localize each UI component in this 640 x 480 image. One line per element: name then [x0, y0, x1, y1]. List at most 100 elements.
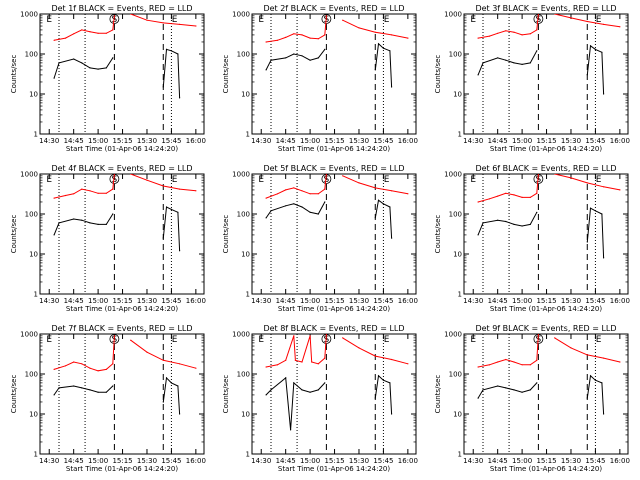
x-tick-label: 14:30 [39, 457, 59, 465]
lld-line-point [113, 174, 115, 175]
lld-line-point [293, 33, 295, 35]
x-tick-label: 15:45 [373, 137, 393, 145]
y-tick-label: 1000 [20, 331, 38, 339]
lld-line-after-point [342, 19, 344, 21]
y-tick-label: 1 [34, 291, 38, 299]
lld-line-after-point [195, 190, 197, 192]
events-line-after-point [389, 382, 391, 384]
lld-line-point [276, 39, 279, 41]
lld-line-point [53, 197, 55, 199]
panel-title: Det 2f BLACK = Events, RED = LLD [263, 4, 404, 13]
lld-line [478, 14, 539, 39]
events-line-point [112, 385, 114, 387]
events-line-point [97, 68, 99, 70]
y-tick-label: 1 [458, 131, 462, 139]
lld-line-after-point [619, 189, 621, 191]
x-tick-label: 15:30 [137, 297, 157, 305]
events-line-after-point [382, 379, 384, 381]
events-line-after-point [589, 45, 592, 47]
lld-line-point [81, 188, 83, 190]
marker-label: S [536, 175, 542, 185]
x-tick-label: 16:00 [186, 137, 206, 145]
y-tick-label: 10 [29, 411, 38, 419]
lld-line-point [112, 188, 114, 190]
events-line-point [265, 69, 267, 71]
lld-series [53, 174, 197, 199]
y-tick-label: 1000 [20, 11, 38, 19]
y-axis-label: Counts/sec [10, 375, 18, 414]
events-line [53, 57, 114, 79]
events-line-after-point [601, 382, 603, 384]
y-axis-label: Counts/sec [222, 215, 230, 254]
lld-line-point [265, 197, 267, 199]
x-tick-label: 14:45 [488, 137, 508, 145]
events-line-after-point [389, 206, 391, 208]
y-tick-label: 10 [453, 411, 462, 419]
lld-line-after-point [179, 23, 181, 25]
lld-series [265, 334, 409, 368]
lld-line [53, 174, 115, 199]
marker-label: E [596, 15, 602, 25]
x-tick-label: 15:15 [536, 297, 556, 305]
lld-line-point [529, 196, 531, 198]
events-line-point [505, 220, 507, 223]
lld-line-point [309, 37, 311, 39]
events-line-point [301, 389, 303, 391]
events-line-point [513, 223, 515, 225]
marker-label: E [258, 15, 264, 25]
events-line [53, 385, 114, 396]
x-tick-label: 15:45 [585, 297, 605, 305]
y-axis-label: Counts/sec [10, 215, 18, 254]
events-line-point [521, 63, 523, 65]
panel-title: Det 1f BLACK = Events, RED = LLD [51, 4, 192, 13]
events-series [477, 207, 605, 259]
y-tick-label: 1000 [232, 171, 250, 179]
events-line-point [53, 394, 55, 396]
lld-line-point [488, 364, 491, 366]
events-line-after-point [177, 211, 179, 213]
events-line-after-point [165, 377, 168, 379]
y-tick-label: 10 [241, 251, 250, 259]
lld-line-point [497, 361, 499, 363]
x-tick-label: 14:45 [276, 137, 296, 145]
lld-line-after-point [554, 14, 556, 15]
x-tick-label: 16:00 [610, 137, 630, 145]
x-axis-label: Start Time (01-Apr-06 14:24:20) [66, 145, 178, 153]
events-line-point [317, 213, 319, 215]
marker-label: E [596, 175, 602, 185]
events-line-point [97, 223, 99, 225]
lld-line-after-point [374, 31, 376, 33]
events-line-point [89, 222, 91, 224]
x-tick-label: 15:00 [88, 457, 108, 465]
marker-label: S [112, 15, 118, 25]
y-tick-label: 100 [25, 51, 38, 59]
series-group [53, 174, 197, 252]
events-line-after-point [589, 375, 592, 377]
x-tick-label: 15:45 [161, 457, 181, 465]
lld-line-point [276, 364, 279, 366]
events-line-after-point [589, 207, 592, 209]
x-tick-label: 16:00 [610, 297, 630, 305]
lld-line-point [521, 196, 523, 198]
events-series [53, 376, 181, 415]
lld-line-point [488, 35, 491, 37]
lld-line-after-point [603, 186, 605, 188]
marker-label: S [324, 335, 330, 345]
events-line-after-point [594, 210, 597, 212]
lld-line [265, 174, 327, 199]
events-line-point [81, 219, 83, 221]
events-line [53, 213, 114, 236]
x-tick-label: 15:00 [300, 297, 320, 305]
marker-label: E [46, 335, 52, 345]
marker-label: E [258, 175, 264, 185]
events-line-point [265, 394, 267, 396]
lld-line-point [105, 368, 107, 370]
lld-line-after-point [391, 190, 393, 192]
lld-line-after-point [342, 175, 344, 177]
start-marker-circle [321, 14, 332, 24]
events-line-point [285, 377, 287, 379]
x-tick-label: 14:30 [39, 137, 59, 145]
x-tick-label: 14:45 [64, 137, 84, 145]
x-tick-label: 14:45 [64, 457, 84, 465]
lld-line-after-point [603, 357, 605, 359]
